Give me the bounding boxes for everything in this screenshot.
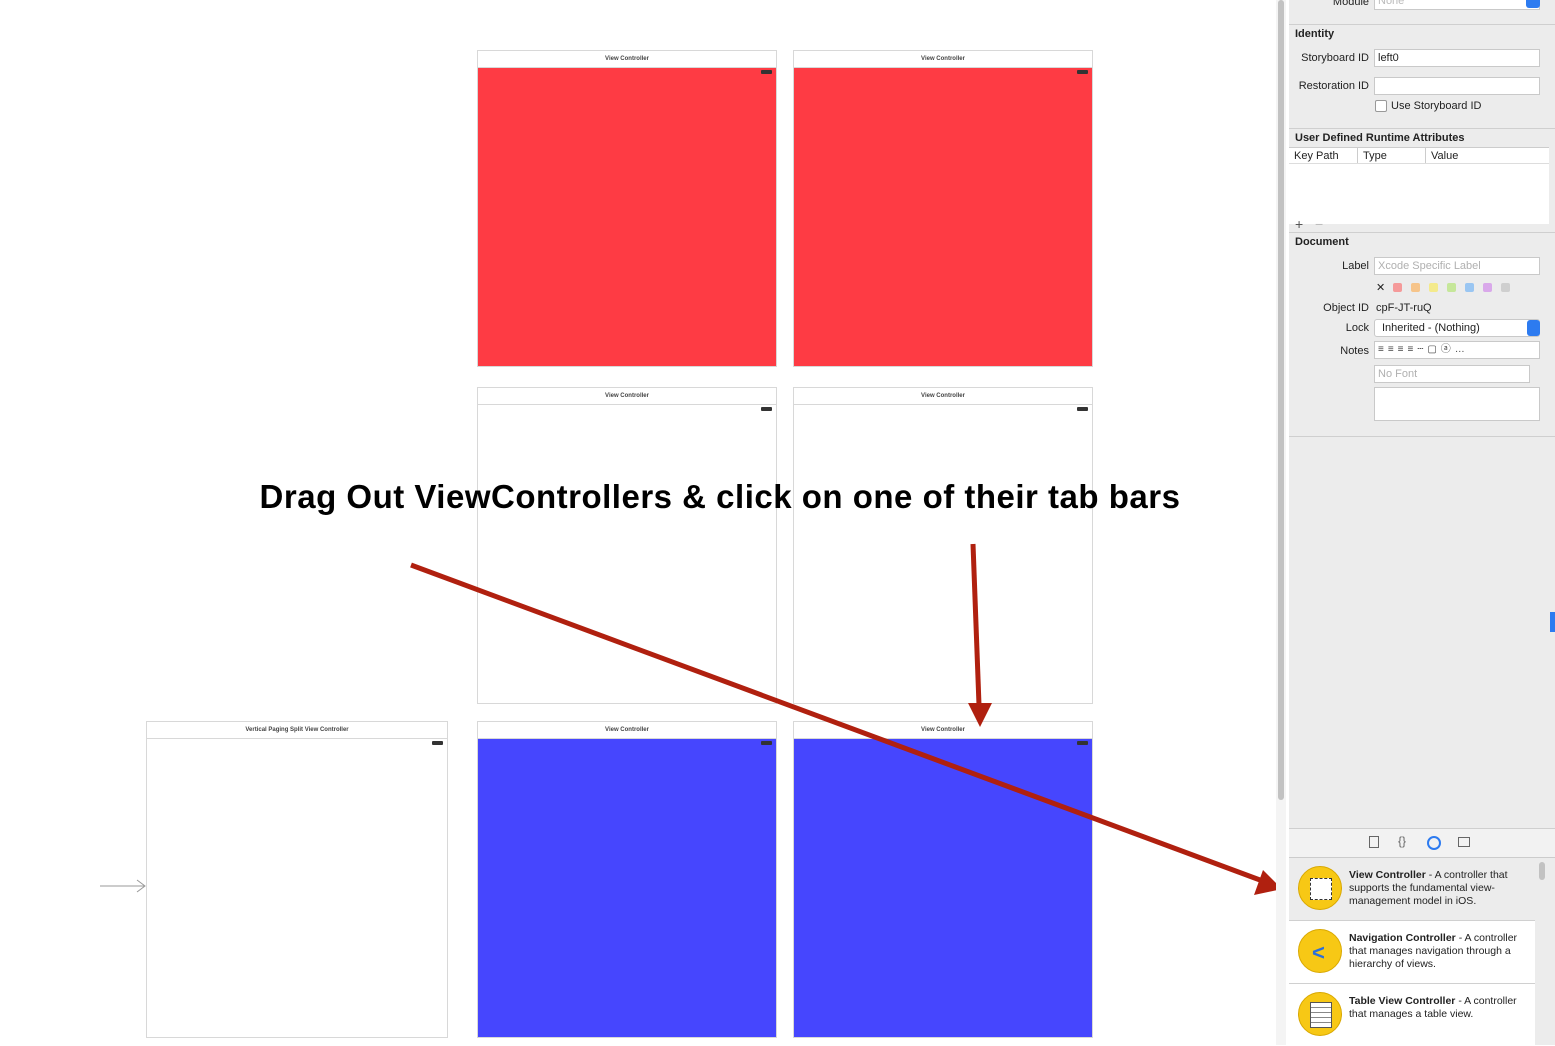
restoration-id-field[interactable] <box>1374 77 1540 95</box>
module-popup[interactable]: None <box>1374 0 1540 10</box>
red-arrow-head <box>1254 870 1282 895</box>
battery <box>761 70 772 74</box>
red-arrow-head <box>968 703 992 727</box>
column-header: Type <box>1357 148 1387 164</box>
color-swatch[interactable] <box>1447 283 1456 292</box>
scene[interactable]: View Controller <box>793 50 1093 367</box>
library-item[interactable]: Table View Controller - A controller tha… <box>1289 984 1535 1046</box>
storyboard-id-field[interactable]: left0 <box>1374 49 1540 67</box>
item-name: Table View Controller <box>1349 995 1456 1007</box>
tab-code[interactable]: {} <box>1398 834 1407 848</box>
red-arrow <box>970 543 982 706</box>
column-header: Key Path <box>1294 150 1339 162</box>
scene-title[interactable]: View Controller <box>478 51 776 68</box>
remove-button[interactable]: − <box>1315 216 1324 232</box>
section-heading: Document <box>1295 236 1349 248</box>
column-header: Value <box>1425 148 1458 164</box>
popup-button[interactable] <box>1526 0 1540 8</box>
notes-field[interactable] <box>1374 387 1540 421</box>
scene[interactable]: View Controller <box>793 387 1093 704</box>
item-name: View Controller <box>1349 869 1426 881</box>
font-field[interactable]: No Font <box>1374 365 1530 383</box>
section-heading: User Defined Runtime Attributes <box>1295 132 1465 144</box>
scene-title[interactable]: View Controller <box>794 388 1092 405</box>
scene-title[interactable]: View Controller <box>478 388 776 405</box>
clear-color[interactable]: ✕ <box>1376 282 1386 294</box>
battery <box>432 741 443 745</box>
label-field[interactable]: Xcode Specific Label <box>1374 257 1540 275</box>
checkbox[interactable] <box>1375 100 1387 112</box>
inspector: Module None Identity Storyboard ID left0… <box>1289 0 1555 1045</box>
color-swatch[interactable] <box>1429 283 1438 292</box>
label: Label <box>1342 260 1369 272</box>
battery <box>761 741 772 745</box>
label: Storyboard ID <box>1301 52 1369 64</box>
library-list: View Controller - A controller that supp… <box>1289 858 1535 1045</box>
scene[interactable]: View Controller <box>477 721 777 1038</box>
item-description: - A controller that supports the fundame… <box>1349 869 1508 907</box>
tab-file[interactable] <box>1369 836 1379 848</box>
library-item[interactable]: View Controller - A controller that supp… <box>1289 858 1535 921</box>
label: Object ID <box>1323 302 1369 314</box>
annotations <box>100 543 1282 895</box>
battery <box>761 407 772 411</box>
item-name: Navigation Controller <box>1349 932 1456 944</box>
lock-popup[interactable]: Inherited - (Nothing) <box>1374 319 1540 337</box>
tab-media[interactable] <box>1458 837 1470 847</box>
color-swatch[interactable] <box>1483 283 1492 292</box>
notes-toolbar[interactable]: ≡≡≡≡┄▢ⓐ… <box>1374 341 1540 359</box>
add-button[interactable]: + <box>1295 216 1304 232</box>
label: Lock <box>1345 322 1369 334</box>
scene[interactable]: Vertical Paging Split View Controller <box>146 721 448 1038</box>
scene-title[interactable]: View Controller <box>794 51 1092 68</box>
color-swatch[interactable] <box>1411 283 1420 292</box>
battery <box>1077 70 1088 74</box>
entry-arrow-head <box>136 879 146 893</box>
section-heading: Identity <box>1295 28 1335 40</box>
checkbox-label[interactable]: Use Storyboard ID <box>1391 100 1482 112</box>
item-description: - A controller that manages navigation t… <box>1349 932 1518 970</box>
library-scrollbar[interactable] <box>1539 862 1545 880</box>
library-tabs: {} <box>1289 829 1555 858</box>
scene[interactable]: View Controller <box>477 50 777 367</box>
red-arrow <box>410 562 1261 883</box>
battery <box>1077 741 1088 745</box>
object-id: cpF-JT-ruQ <box>1376 302 1432 314</box>
label: Module <box>1332 0 1369 8</box>
library-item[interactable]: < Navigation Controller - A controller t… <box>1289 921 1535 984</box>
instruction: Drag Out ViewControllers & click on one … <box>259 478 1181 515</box>
color-swatch[interactable] <box>1393 283 1402 292</box>
color-swatch[interactable] <box>1465 283 1474 292</box>
popup-button[interactable] <box>1527 320 1540 336</box>
label: Notes <box>1340 345 1369 357</box>
scene-title[interactable]: View Controller <box>478 722 776 739</box>
battery <box>1077 407 1088 411</box>
scrollbar[interactable] <box>1276 0 1286 1045</box>
item-description: - A controller that manages a table view… <box>1349 995 1517 1020</box>
scene-title[interactable]: Vertical Paging Split View Controller <box>147 722 447 739</box>
scene[interactable]: View Controller <box>477 387 777 704</box>
tab-object[interactable] <box>1427 836 1441 850</box>
attributes-table[interactable]: Key Path Type Value <box>1289 147 1549 224</box>
splitter-handle[interactable] <box>1550 612 1555 632</box>
color-swatch[interactable] <box>1501 283 1510 292</box>
label: Restoration ID <box>1298 80 1369 92</box>
